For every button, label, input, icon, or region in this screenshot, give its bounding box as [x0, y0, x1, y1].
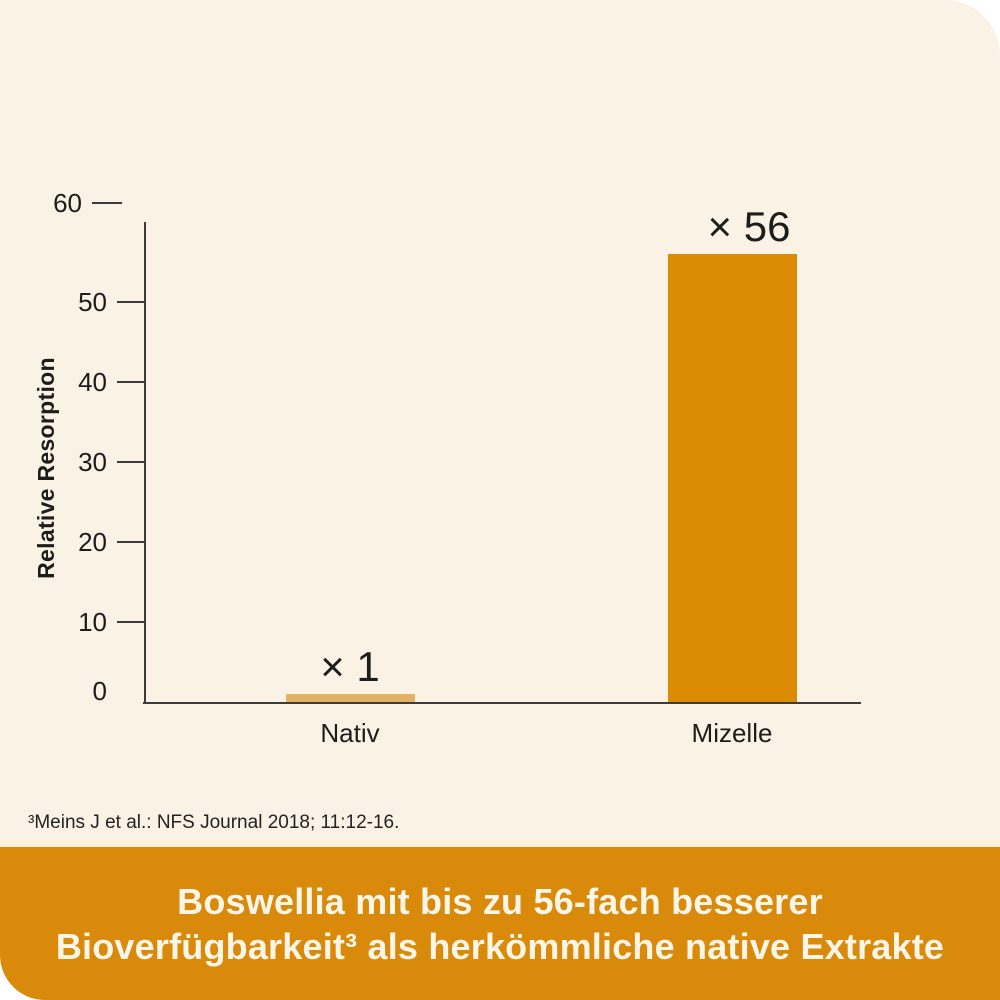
y-axis-line: [144, 222, 146, 703]
y-tick-mark-50: [117, 301, 145, 303]
y-tick-mark-20: [117, 541, 145, 543]
y-tick-label-20: 20: [78, 527, 107, 557]
x-category-label-nativ: Nativ: [320, 718, 380, 748]
y-tick-label-60: 60: [53, 188, 82, 218]
y-tick-mark-10: [117, 621, 145, 623]
claim-line-1: Boswellia mit bis zu 56-fach besserer: [177, 880, 823, 922]
x-category-label-mizelle: Mizelle: [691, 718, 773, 748]
y-tick-label-30: 30: [78, 447, 107, 477]
citation-footnote: ³Meins J et al.: NFS Journal 2018; 11:12…: [28, 812, 400, 833]
claim-line-2: Bioverfügbarkeit³ als herkömmliche nativ…: [55, 925, 945, 967]
bar-mizelle: [667, 254, 797, 702]
y-tick-label-10: 10: [78, 607, 107, 637]
y-tick-label-50: 50: [78, 287, 107, 317]
y-tick-label-0: 0: [92, 676, 107, 706]
bar-nativ: [285, 694, 415, 702]
claim-banner: Boswellia mit bis zu 56-fach besserer Bi…: [0, 847, 1000, 1000]
banner-top-highlight: [0, 841, 1000, 847]
y-tick-label-40: 40: [78, 367, 107, 397]
bar-value-label-mizelle: × 56: [707, 203, 791, 250]
y-tick-mark-60: [92, 202, 122, 204]
x-axis-baseline: [143, 702, 861, 704]
y-tick-mark-40: [117, 381, 145, 383]
y-tick-mark-30: [117, 461, 145, 463]
bar-value-label-nativ: × 1: [320, 643, 380, 690]
